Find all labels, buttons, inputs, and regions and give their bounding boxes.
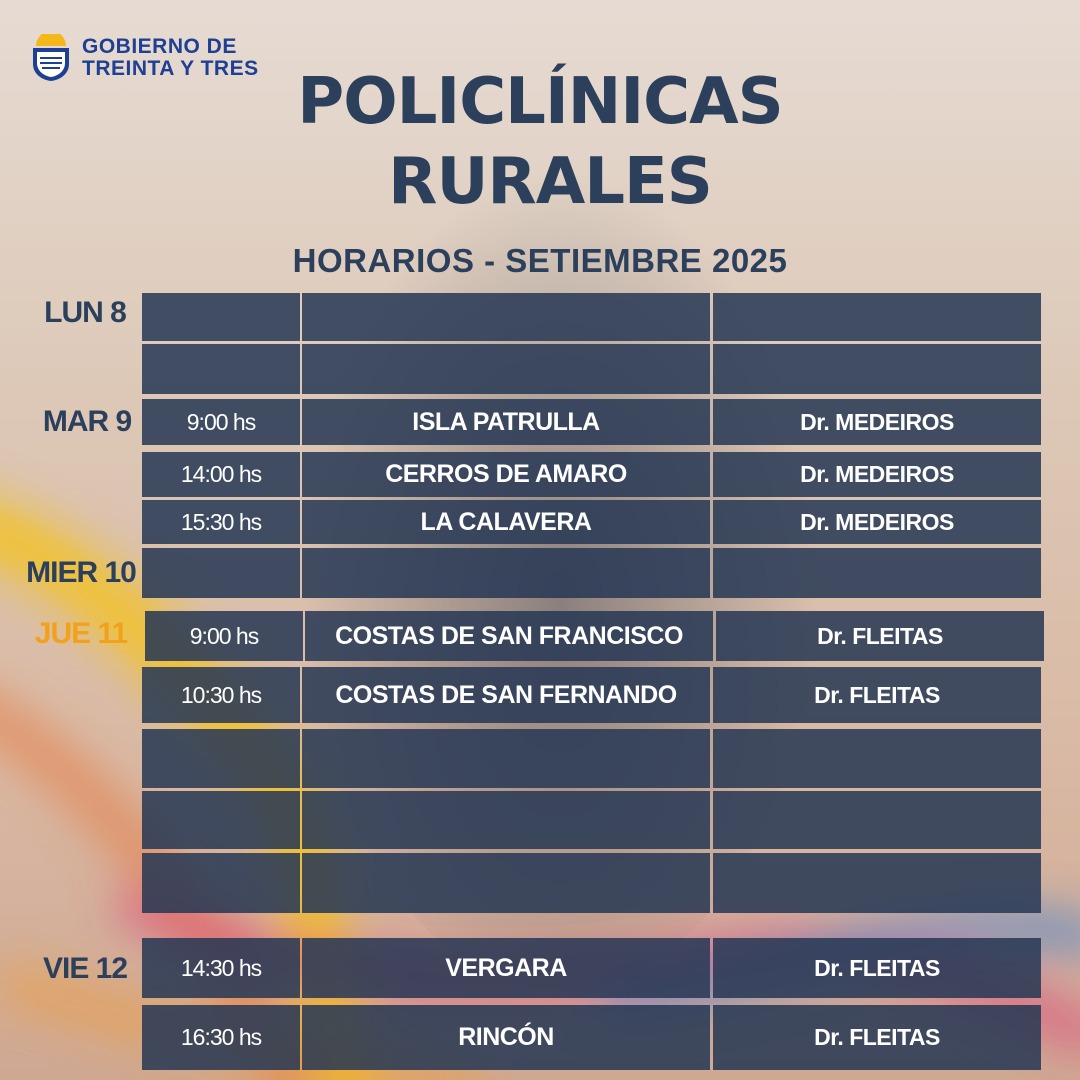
schedule-cell-place: COSTAS DE SAN FRANCISCO (305, 611, 713, 661)
schedule-cell-doctor (713, 729, 1041, 788)
schedule-cell-place: COSTAS DE SAN FERNANDO (302, 667, 710, 723)
day-label-vie: VIE 12 (42, 952, 128, 985)
schedule-cell-time (142, 729, 300, 788)
schedule-cell-time: 9:00 hs (145, 611, 303, 661)
schedule-cell-time (142, 791, 300, 849)
day-label-lun: LUN 8 (44, 296, 127, 329)
schedule-cell-place: RINCÓN (302, 1005, 710, 1070)
schedule-cell-place: LA CALAVERA (302, 500, 710, 544)
schedule-cell-place (302, 548, 710, 598)
schedule-cell-place: VERGARA (302, 938, 710, 998)
schedule-cell-time: 14:00 hs (142, 452, 300, 497)
schedule-cell-doctor: Dr. FLEITAS (713, 938, 1041, 998)
schedule-cell-place (302, 853, 710, 913)
schedule-cell-place (302, 729, 710, 788)
schedule-cell-doctor: Dr. MEDEIROS (713, 399, 1041, 445)
schedule-cell-time (142, 548, 300, 598)
page-title-line2: RURALES (388, 145, 713, 219)
day-label-jue: JUE 11 (34, 617, 128, 650)
schedule-cell-place (302, 344, 710, 394)
schedule-cell-doctor (713, 853, 1041, 913)
schedule-cell-doctor: Dr. FLEITAS (716, 611, 1044, 661)
schedule-cell-time (142, 293, 300, 341)
schedule-cell-time (142, 853, 300, 913)
schedule-cell-place: CERROS DE AMARO (302, 452, 710, 497)
schedule-cell-time: 16:30 hs (142, 1005, 300, 1070)
schedule-cell-doctor: Dr. FLEITAS (713, 1005, 1041, 1070)
day-label-mier: MIER 10 (26, 556, 137, 589)
day-label-mar: MAR 9 (42, 405, 132, 438)
schedule-cell-doctor: Dr. FLEITAS (713, 667, 1041, 723)
schedule-cell-doctor (713, 293, 1041, 341)
gobierno-logo: GOBIERNO DE TREINTA Y TRES (30, 34, 259, 82)
schedule-cell-doctor: Dr. MEDEIROS (713, 500, 1041, 544)
schedule-cell-doctor (713, 548, 1041, 598)
org-name-line2: TREINTA Y TRES (82, 57, 259, 80)
schedule-cell-time: 15:30 hs (142, 500, 300, 544)
org-name-line1: GOBIERNO DE (82, 35, 237, 58)
crest-icon (33, 34, 69, 81)
page-title-line1: POLICLÍNICAS (297, 65, 783, 139)
schedule-cell-place (302, 791, 710, 849)
schedule-cell-doctor: Dr. MEDEIROS (713, 452, 1041, 497)
schedule-cell-place (302, 293, 710, 341)
schedule-cell-doctor (713, 344, 1041, 394)
schedule-cell-place: ISLA PATRULLA (302, 399, 710, 445)
schedule-cell-time: 10:30 hs (142, 667, 300, 723)
schedule-cell-time: 14:30 hs (142, 938, 300, 998)
schedule-cell-time (142, 344, 300, 394)
schedule-cell-time: 9:00 hs (142, 399, 300, 445)
schedule-subtitle: HORARIOS - SETIEMBRE 2025 (292, 242, 788, 279)
schedule-cell-doctor (713, 791, 1041, 849)
